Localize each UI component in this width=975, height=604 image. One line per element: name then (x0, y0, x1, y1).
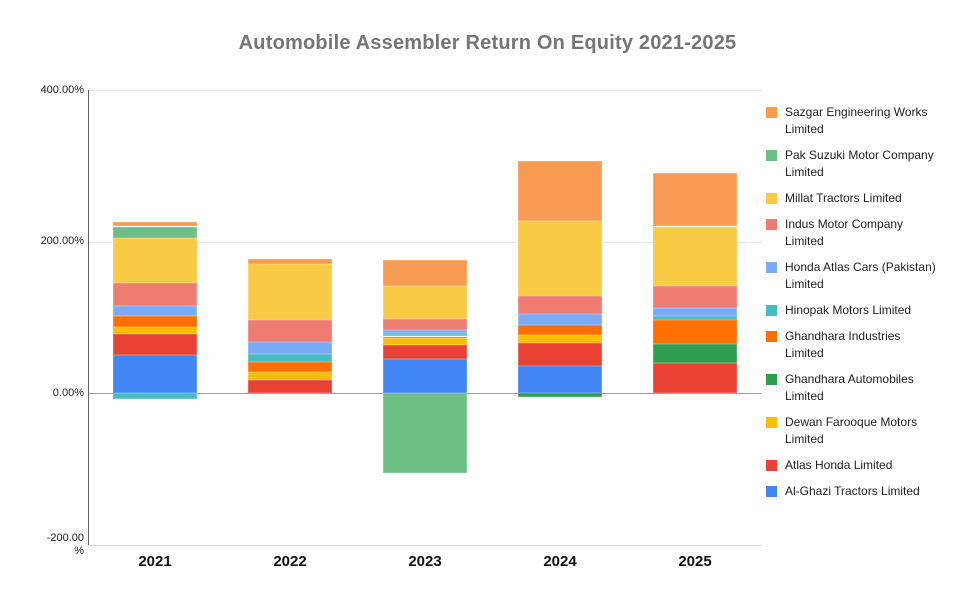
y-axis-tick-label: 200.00% (40, 235, 84, 247)
bar-segment[interactable] (113, 221, 197, 227)
bar-segment[interactable] (383, 319, 467, 331)
legend-swatch (766, 150, 777, 161)
bar-segment[interactable] (383, 259, 467, 286)
y-axis-tick-label: 400.00% (40, 84, 84, 96)
legend-item: Dewan Farooque Motors Limited (766, 414, 966, 448)
grid-line (88, 90, 762, 91)
bar-segment[interactable] (383, 336, 467, 338)
bar-segment[interactable] (248, 353, 332, 363)
bar-segment[interactable] (518, 366, 602, 394)
bar-segment[interactable] (518, 296, 602, 314)
legend-item: Indus Motor Company Limited (766, 216, 966, 250)
legend-label: Al-Ghazi Tractors Limited (785, 484, 920, 498)
chart-legend: Sazgar Engineering Works Limited Pak Suzu… (766, 104, 966, 500)
bar-segment[interactable] (653, 307, 737, 316)
x-axis-label: 2023 (408, 553, 442, 570)
legend-swatch (766, 262, 777, 273)
x-axis-label: 2024 (543, 553, 577, 570)
grid-line (88, 545, 762, 546)
y-axis-tick-label: -200.00 % (46, 532, 84, 557)
x-axis-label: 2022 (273, 553, 307, 570)
bar-segment[interactable] (383, 285, 467, 319)
legend-label: Indus Motor Company Limited (785, 217, 904, 248)
bar-segment[interactable] (248, 259, 332, 265)
legend-label: Ghandhara Industries Limited (785, 329, 901, 360)
bar-segment[interactable] (113, 283, 197, 307)
legend-label: Hinopak Motors Limited (785, 303, 912, 317)
legend-swatch (766, 460, 777, 471)
y-axis-line (88, 90, 89, 545)
legend-swatch (766, 219, 777, 230)
x-axis-label: 2025 (678, 553, 712, 570)
legend-swatch (766, 374, 777, 385)
bar-segment[interactable] (248, 362, 332, 373)
legend-item: Al-Ghazi Tractors Limited (766, 483, 966, 500)
bar-segment[interactable] (248, 380, 332, 394)
legend-item: Atlas Honda Limited (766, 457, 966, 474)
legend-swatch (766, 305, 777, 316)
legend-item: Sazgar Engineering Works Limited (766, 104, 966, 138)
bar-segment[interactable] (113, 316, 197, 328)
bar-segment[interactable] (518, 334, 602, 344)
bar-segment[interactable] (113, 237, 197, 284)
bar-segment[interactable] (383, 393, 467, 473)
x-axis-label: 2021 (138, 553, 172, 570)
bar-segment[interactable] (248, 372, 332, 381)
bar-segment[interactable] (653, 173, 737, 227)
bar-segment[interactable] (113, 226, 197, 238)
bar-segment[interactable] (113, 306, 197, 316)
legend-label: Millat Tractors Limited (785, 191, 902, 205)
legend-label: Sazgar Engineering Works Limited (785, 105, 928, 136)
bar-segment[interactable] (653, 344, 737, 363)
bar-segment[interactable] (113, 334, 197, 356)
bar-segment[interactable] (653, 226, 737, 286)
bar-segment[interactable] (383, 359, 467, 394)
legend-item: Honda Atlas Cars (Pakistan) Limited (766, 259, 966, 293)
bar-segment[interactable] (113, 327, 197, 335)
chart-title: Automobile Assembler Return On Equity 20… (238, 32, 737, 54)
bar-segment[interactable] (383, 334, 467, 337)
legend-label: Atlas Honda Limited (785, 458, 893, 472)
legend-swatch (766, 417, 777, 428)
legend-swatch (766, 193, 777, 204)
bar-segment[interactable] (518, 325, 602, 335)
bar-segment[interactable] (248, 319, 332, 342)
y-axis-tick-label: 0.00% (52, 387, 84, 399)
bar-segment[interactable] (653, 285, 737, 308)
legend-swatch (766, 331, 777, 342)
bar-segment[interactable] (653, 316, 737, 320)
legend-item: Pak Suzuki Motor Company Limited (766, 147, 966, 181)
bar-segment[interactable] (518, 161, 602, 222)
legend-item: Ghandhara Automobiles Limited (766, 371, 966, 405)
legend-swatch (766, 486, 777, 497)
bar-segment[interactable] (653, 319, 737, 345)
bar-segment[interactable] (518, 343, 602, 367)
legend-item: Millat Tractors Limited (766, 190, 966, 207)
bar-segment[interactable] (383, 330, 467, 334)
bar-segment[interactable] (383, 333, 467, 335)
bar-segment[interactable] (383, 344, 467, 360)
bar-segment[interactable] (518, 313, 602, 326)
legend-item: Ghandhara Industries Limited (766, 328, 966, 362)
legend-swatch (766, 107, 777, 118)
bar-segment[interactable] (518, 221, 602, 297)
bar-segment[interactable] (248, 341, 332, 354)
legend-label: Ghandhara Automobiles Limited (785, 372, 914, 403)
grid-line (88, 242, 762, 243)
bar-segment[interactable] (383, 338, 467, 345)
bar-segment[interactable] (113, 393, 197, 400)
bar-segment[interactable] (653, 363, 737, 394)
legend-item: Hinopak Motors Limited (766, 302, 966, 319)
legend-label: Honda Atlas Cars (Pakistan) Limited (785, 260, 936, 291)
legend-label: Pak Suzuki Motor Company Limited (785, 148, 934, 179)
bar-segment[interactable] (518, 393, 602, 398)
legend-label: Dewan Farooque Motors Limited (785, 415, 918, 446)
bar-segment[interactable] (113, 355, 197, 394)
bar-segment[interactable] (248, 264, 332, 320)
